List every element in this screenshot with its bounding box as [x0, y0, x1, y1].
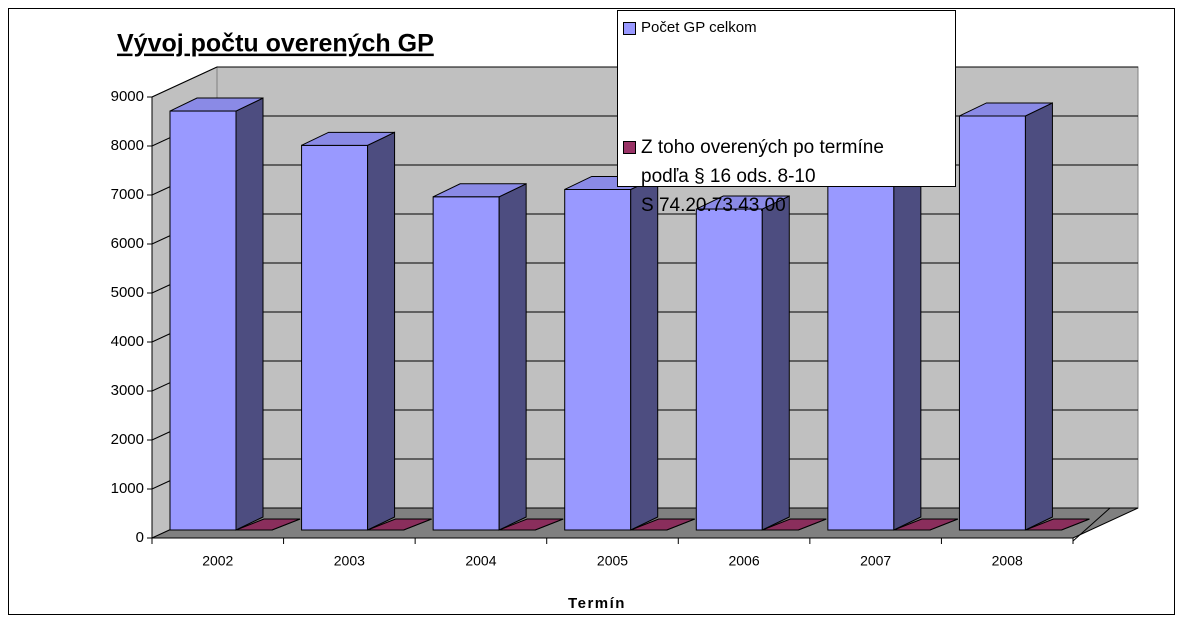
y-tick-label: 4000 — [111, 333, 144, 350]
bar-side — [893, 153, 922, 531]
y-tick-label: 8000 — [111, 137, 144, 154]
bar-top — [367, 518, 432, 531]
bar-front — [169, 110, 237, 531]
legend: Počet GP celkom Z toho overených po termí… — [617, 10, 956, 216]
legend-label: Počet GP celkom — [641, 19, 757, 36]
y-tick-label: 2000 — [111, 431, 144, 448]
bar-front — [564, 188, 632, 531]
bar-side — [630, 175, 659, 531]
x-tick-label: 2003 — [334, 553, 365, 569]
x-tick-label: 2002 — [202, 553, 233, 569]
bar-top — [301, 131, 395, 146]
y-tick-label: 0 — [136, 529, 144, 546]
legend-label: Z toho overených po termíne podľa § 16 o… — [641, 137, 884, 216]
y-tick-label: 7000 — [111, 186, 144, 203]
bar-front — [432, 196, 500, 531]
bar-top — [169, 97, 264, 112]
bar-top — [1025, 518, 1090, 531]
bar-front — [695, 208, 763, 531]
bar-side — [1024, 102, 1053, 531]
bar-front — [958, 115, 1026, 531]
bar-side — [498, 183, 527, 531]
bar-side — [235, 97, 264, 531]
grid-line — [151, 66, 218, 98]
x-tick-label: 2004 — [465, 553, 496, 569]
legend-item: Z toho overených po termíne podľa § 16 o… — [623, 133, 884, 220]
bar-top — [762, 518, 827, 531]
bar-front — [301, 144, 369, 531]
bar-side — [367, 131, 396, 531]
bar-top — [893, 518, 959, 531]
bar-top — [498, 518, 564, 531]
x-tick-label: 2005 — [597, 553, 628, 569]
bar-top — [696, 195, 790, 210]
x-axis-title: Termín — [568, 595, 626, 612]
chart-title: Vývoj počtu overených GP — [117, 30, 434, 58]
chart-border — [8, 8, 1175, 615]
x-tick-label: 2006 — [728, 553, 759, 569]
bar-top — [235, 518, 301, 531]
legend-swatch — [623, 141, 636, 154]
y-tick-label: 1000 — [111, 480, 144, 497]
y-tick-label: 6000 — [111, 235, 144, 252]
y-tick-label: 9000 — [111, 88, 144, 105]
x-tick-label: 2007 — [860, 553, 891, 569]
legend-swatch — [623, 22, 636, 35]
bar-top — [432, 183, 527, 198]
bar-front — [827, 166, 895, 531]
bar-side — [761, 195, 790, 531]
legend-item: Počet GP celkom — [623, 19, 757, 37]
bar-top — [630, 518, 695, 531]
y-tick-label: 3000 — [111, 382, 144, 399]
bar-top — [959, 102, 1053, 117]
x-tick-label: 2008 — [992, 553, 1023, 569]
x-axis-depth — [1072, 507, 1111, 542]
y-tick-label: 5000 — [111, 284, 144, 301]
